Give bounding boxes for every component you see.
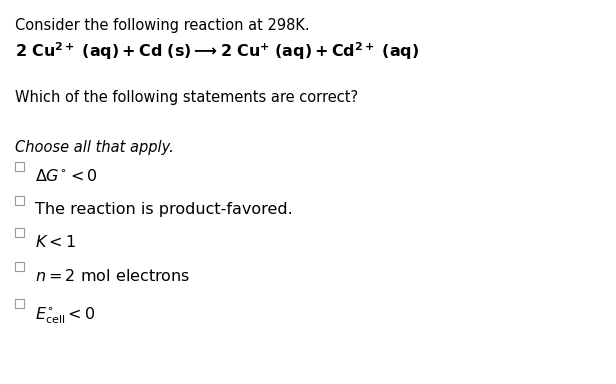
Text: $\bf{2\ Cu^{2+}\ (aq) + Cd\ (s) \longrightarrow 2\ Cu^{+}\ (aq) + Cd^{2+}\ (aq)}: $\bf{2\ Cu^{2+}\ (aq) + Cd\ (s) \longrig… — [15, 40, 419, 62]
Text: Consider the following reaction at 298K.: Consider the following reaction at 298K. — [15, 18, 310, 33]
Text: $K < 1$: $K < 1$ — [35, 234, 76, 250]
Text: The reaction is product-favored.: The reaction is product-favored. — [35, 202, 293, 217]
Text: Choose all that apply.: Choose all that apply. — [15, 140, 174, 155]
Text: $n = 2\ \mathrm{mol\ electrons}$: $n = 2\ \mathrm{mol\ electrons}$ — [35, 268, 190, 284]
Text: $E^{\circ}_{\mathrm{cell}} < 0$: $E^{\circ}_{\mathrm{cell}} < 0$ — [35, 305, 95, 326]
Text: Which of the following statements are correct?: Which of the following statements are co… — [15, 90, 358, 105]
Text: $\Delta G^{\circ} < 0$: $\Delta G^{\circ} < 0$ — [35, 168, 97, 184]
